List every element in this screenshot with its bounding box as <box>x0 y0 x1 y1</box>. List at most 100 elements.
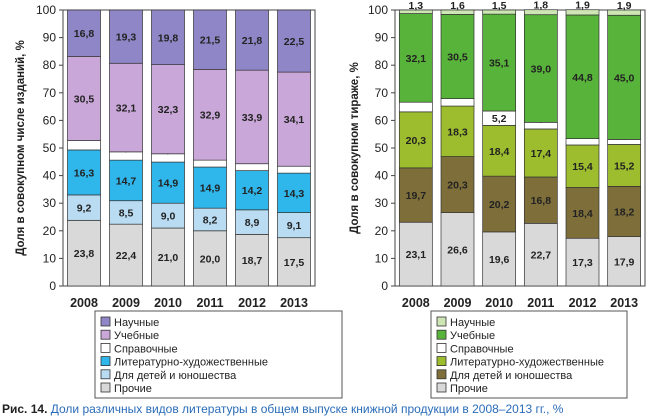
x-tick-label: 2010 <box>154 296 182 310</box>
y-tick-label: 30 <box>375 196 389 210</box>
bar-segment <box>235 170 269 211</box>
y-tick-label: 60 <box>375 113 389 127</box>
data-label: 9,2 <box>77 203 92 215</box>
x-tick-label: 2013 <box>610 296 638 310</box>
y-tick-label: 80 <box>375 58 389 72</box>
y-tick-label: 10 <box>43 251 57 265</box>
data-label: 1,9 <box>617 0 632 12</box>
data-label: 19,3 <box>116 32 137 44</box>
bar-segment <box>67 219 101 287</box>
bar-segment <box>151 202 185 229</box>
data-label: 15,4 <box>572 161 593 173</box>
y-tick-label: 0 <box>49 279 56 293</box>
plot-area <box>394 9 646 287</box>
y-tick-label: 50 <box>375 141 389 155</box>
bar-segment <box>277 71 311 167</box>
bar-segment <box>565 144 600 188</box>
legend-label: Научные <box>114 317 159 329</box>
y-tick-label: 90 <box>43 31 57 45</box>
y-tick-label: 20 <box>43 224 57 238</box>
bar-segment <box>109 159 143 202</box>
bar-segment <box>67 9 101 57</box>
data-label: 21,8 <box>242 35 263 47</box>
bar-segment <box>277 172 311 213</box>
y-axis-label: Доля в совокупном тираже, % <box>349 62 361 234</box>
data-label: 35,1 <box>489 58 510 70</box>
bar-segment <box>565 237 600 287</box>
caption-text: Доли различных видов литературы в общем … <box>50 402 564 416</box>
bar-segment <box>151 227 185 287</box>
y-tick-label: 30 <box>43 196 57 210</box>
data-label: 16,8 <box>531 195 552 207</box>
bar-segment <box>109 9 143 64</box>
bar-segment <box>440 105 475 157</box>
bar-segment <box>235 234 269 287</box>
figure-caption: Рис. 14. Доли различных видов литературы… <box>2 401 648 417</box>
bar-segment <box>440 14 475 99</box>
bar-segment <box>523 14 558 123</box>
bar-segment <box>523 176 558 224</box>
bar-segment <box>235 69 269 165</box>
data-label: 33,9 <box>242 112 263 124</box>
bar-segment <box>607 14 642 140</box>
bar-segment <box>565 9 600 16</box>
bar-segment <box>277 9 311 73</box>
legend-swatch <box>100 356 111 367</box>
y-tick-label: 90 <box>375 31 389 45</box>
data-label: 19,7 <box>406 190 427 202</box>
y-tick-label: 20 <box>375 224 389 238</box>
data-label: 9,0 <box>161 211 176 223</box>
legend-label: Прочие <box>450 383 488 395</box>
bar-segment <box>482 125 517 177</box>
x-tick-label: 2011 <box>527 296 554 310</box>
data-label: 30,5 <box>447 52 468 64</box>
data-label: 18,7 <box>242 255 263 267</box>
data-label: 14,9 <box>200 183 221 195</box>
chart-right: 0 10 20 30 40 50 60 70 80 90 100 Доля в совокупном … <box>349 0 646 399</box>
x-tick-label: 2009 <box>444 296 472 310</box>
data-label: 5,2 <box>492 113 507 125</box>
legend-swatch <box>436 342 447 353</box>
x-tick-label: 2008 <box>402 296 430 310</box>
data-label: 8,2 <box>203 214 218 226</box>
legend-swatch <box>100 329 111 340</box>
bar-segment <box>67 149 101 196</box>
data-label: 26,6 <box>447 244 468 256</box>
bar-segment <box>151 9 185 65</box>
bar-segment <box>398 221 433 287</box>
bar-segment <box>193 166 227 209</box>
data-label: 32,3 <box>158 104 179 116</box>
bar-segment <box>193 230 227 287</box>
data-label: 17,5 <box>284 257 305 269</box>
data-label: 1,8 <box>534 0 549 12</box>
bar-segment <box>193 9 227 70</box>
bar-segment <box>109 62 143 153</box>
data-label: 32,1 <box>406 53 427 65</box>
legend-swatch <box>436 382 447 393</box>
bar-segment <box>235 9 269 71</box>
data-label: 1,6 <box>450 0 465 12</box>
data-label: 44,8 <box>572 72 593 84</box>
y-tick-label: 100 <box>36 3 56 17</box>
data-label: 21,0 <box>158 252 179 264</box>
data-label: 18,3 <box>447 126 468 138</box>
legend-swatch <box>436 329 447 340</box>
legend-swatch <box>436 356 447 367</box>
bar-segment <box>440 212 475 287</box>
x-tick-label: 2012 <box>569 296 597 310</box>
legend-label: Учебные <box>450 330 495 342</box>
legend-label: Для детей и юношества <box>450 370 573 382</box>
legend-box <box>430 310 628 399</box>
bar-segment <box>398 9 433 14</box>
bar-segment <box>607 144 642 187</box>
data-label: 23,8 <box>74 248 95 260</box>
plot-area <box>62 9 316 287</box>
bar-segment <box>565 14 600 139</box>
legend-label: Справочные <box>114 343 178 355</box>
y-tick-label: 10 <box>375 251 389 265</box>
legend-swatch <box>100 342 111 353</box>
legend-swatch <box>436 316 447 327</box>
bar-segment <box>235 209 269 235</box>
x-tick-label: 2010 <box>485 296 513 310</box>
